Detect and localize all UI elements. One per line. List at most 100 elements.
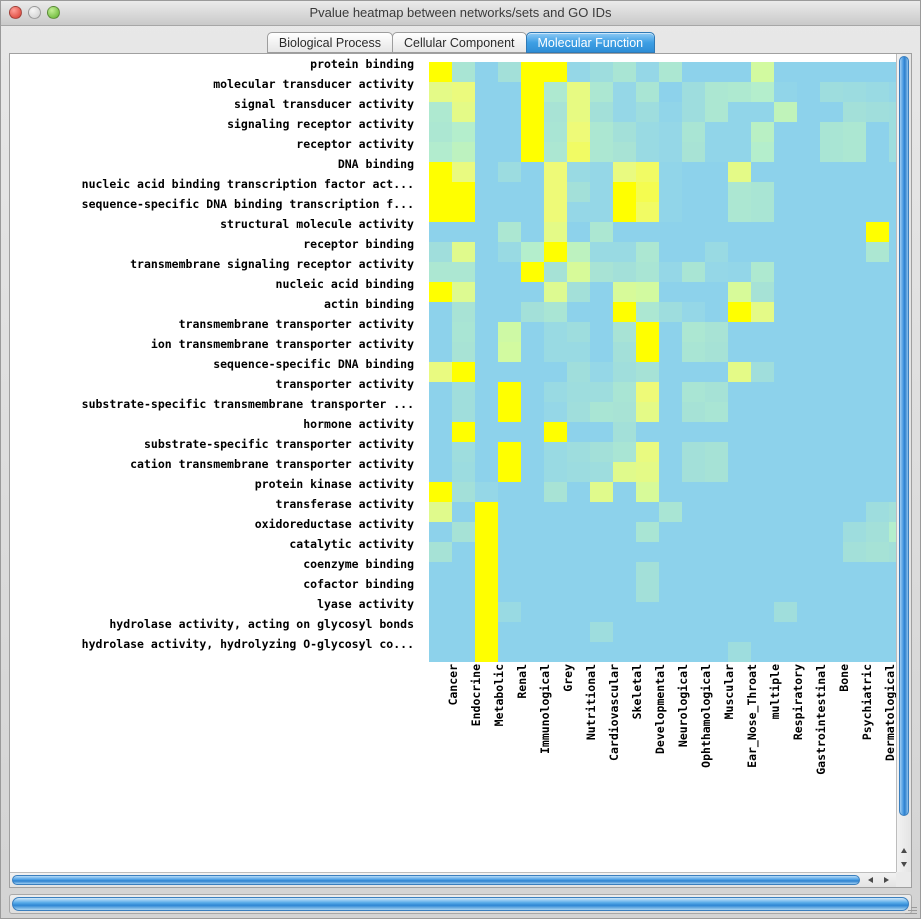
heatmap-cell[interactable] xyxy=(820,402,843,422)
heatmap-cell[interactable] xyxy=(567,82,590,102)
heatmap-cell[interactable] xyxy=(498,642,521,662)
heatmap-cell[interactable] xyxy=(429,162,452,182)
heatmap-cell[interactable] xyxy=(590,342,613,362)
heatmap-cell[interactable] xyxy=(820,82,843,102)
heatmap-cell[interactable] xyxy=(544,262,567,282)
heatmap-cell[interactable] xyxy=(843,562,866,582)
heatmap-cell[interactable] xyxy=(820,242,843,262)
heatmap-cell[interactable] xyxy=(705,482,728,502)
heatmap-cell[interactable] xyxy=(820,422,843,442)
heatmap-cell[interactable] xyxy=(475,442,498,462)
vertical-scrollbar[interactable] xyxy=(896,54,911,872)
heatmap-cell[interactable] xyxy=(475,242,498,262)
heatmap-cell[interactable] xyxy=(751,282,774,302)
heatmap-cell[interactable] xyxy=(429,242,452,262)
heatmap-cell[interactable] xyxy=(452,222,475,242)
heatmap-cell[interactable] xyxy=(521,302,544,322)
heatmap-cell[interactable] xyxy=(544,582,567,602)
heatmap-cell[interactable] xyxy=(452,62,475,82)
heatmap-cell[interactable] xyxy=(452,242,475,262)
heatmap-cell[interactable] xyxy=(751,402,774,422)
heatmap-cell[interactable] xyxy=(774,182,797,202)
heatmap-cell[interactable] xyxy=(774,382,797,402)
heatmap-cell[interactable] xyxy=(521,322,544,342)
heatmap-cell[interactable] xyxy=(705,162,728,182)
heatmap-cell[interactable] xyxy=(797,362,820,382)
heatmap-cell[interactable] xyxy=(567,322,590,342)
heatmap-cell[interactable] xyxy=(590,222,613,242)
heatmap-cell[interactable] xyxy=(797,642,820,662)
heatmap-cell[interactable] xyxy=(452,302,475,322)
heatmap-cell[interactable] xyxy=(797,322,820,342)
heatmap-cell[interactable] xyxy=(705,502,728,522)
heatmap-cell[interactable] xyxy=(521,482,544,502)
heatmap-cell[interactable] xyxy=(820,362,843,382)
heatmap-cell[interactable] xyxy=(705,282,728,302)
heatmap-cell[interactable] xyxy=(728,102,751,122)
heatmap-cell[interactable] xyxy=(797,502,820,522)
heatmap-cell[interactable] xyxy=(843,422,866,442)
heatmap-cell[interactable] xyxy=(590,602,613,622)
heatmap-cell[interactable] xyxy=(613,382,636,402)
heatmap-cell[interactable] xyxy=(751,462,774,482)
heatmap-cell[interactable] xyxy=(452,622,475,642)
heatmap-cell[interactable] xyxy=(636,122,659,142)
heatmap-cell[interactable] xyxy=(636,422,659,442)
heatmap-cell[interactable] xyxy=(797,162,820,182)
heatmap-cell[interactable] xyxy=(521,262,544,282)
heatmap-cell[interactable] xyxy=(567,242,590,262)
heatmap-cell[interactable] xyxy=(544,202,567,222)
heatmap-cell[interactable] xyxy=(705,642,728,662)
heatmap-cell[interactable] xyxy=(820,182,843,202)
heatmap-cell[interactable] xyxy=(567,282,590,302)
heatmap-cell[interactable] xyxy=(843,242,866,262)
heatmap-cell[interactable] xyxy=(843,162,866,182)
heatmap-cell[interactable] xyxy=(866,382,889,402)
heatmap-cell[interactable] xyxy=(544,282,567,302)
heatmap-cell[interactable] xyxy=(429,482,452,502)
heatmap-cell[interactable] xyxy=(429,602,452,622)
heatmap-cell[interactable] xyxy=(682,162,705,182)
heatmap-cell[interactable] xyxy=(544,302,567,322)
heatmap-cell[interactable] xyxy=(590,622,613,642)
heatmap-cell[interactable] xyxy=(613,102,636,122)
heatmap-cell[interactable] xyxy=(498,202,521,222)
title-bar[interactable]: Pvalue heatmap between networks/sets and… xyxy=(1,1,920,26)
heatmap-cell[interactable] xyxy=(774,222,797,242)
heatmap-cell[interactable] xyxy=(728,442,751,462)
heatmap-cell[interactable] xyxy=(613,82,636,102)
heatmap-cell[interactable] xyxy=(705,462,728,482)
heatmap-cell[interactable] xyxy=(429,422,452,442)
heatmap-cell[interactable] xyxy=(429,442,452,462)
heatmap-cell[interactable] xyxy=(682,522,705,542)
heatmap-cell[interactable] xyxy=(774,402,797,422)
heatmap-cell[interactable] xyxy=(544,242,567,262)
heatmap-cell[interactable] xyxy=(705,262,728,282)
heatmap-cell[interactable] xyxy=(751,502,774,522)
heatmap-cell[interactable] xyxy=(797,442,820,462)
heatmap-cell[interactable] xyxy=(843,102,866,122)
heatmap-cell[interactable] xyxy=(774,142,797,162)
heatmap-cell[interactable] xyxy=(705,522,728,542)
heatmap-cell[interactable] xyxy=(498,62,521,82)
heatmap-cell[interactable] xyxy=(751,342,774,362)
heatmap-cell[interactable] xyxy=(613,262,636,282)
heatmap-cell[interactable] xyxy=(567,402,590,422)
horizontal-scroll-thumb[interactable] xyxy=(12,875,860,885)
heatmap-cell[interactable] xyxy=(659,542,682,562)
heatmap-cell[interactable] xyxy=(567,362,590,382)
heatmap-cell[interactable] xyxy=(843,362,866,382)
heatmap-cell[interactable] xyxy=(820,322,843,342)
heatmap-cell[interactable] xyxy=(521,142,544,162)
heatmap-cell[interactable] xyxy=(544,382,567,402)
zoom-icon[interactable] xyxy=(47,6,60,19)
heatmap-cell[interactable] xyxy=(866,582,889,602)
heatmap-cell[interactable] xyxy=(613,562,636,582)
heatmap-cell[interactable] xyxy=(567,542,590,562)
heatmap-cell[interactable] xyxy=(567,482,590,502)
heatmap-cell[interactable] xyxy=(843,322,866,342)
heatmap-cell[interactable] xyxy=(682,82,705,102)
heatmap-cell[interactable] xyxy=(751,62,774,82)
heatmap-cell[interactable] xyxy=(866,182,889,202)
heatmap-cell[interactable] xyxy=(613,482,636,502)
